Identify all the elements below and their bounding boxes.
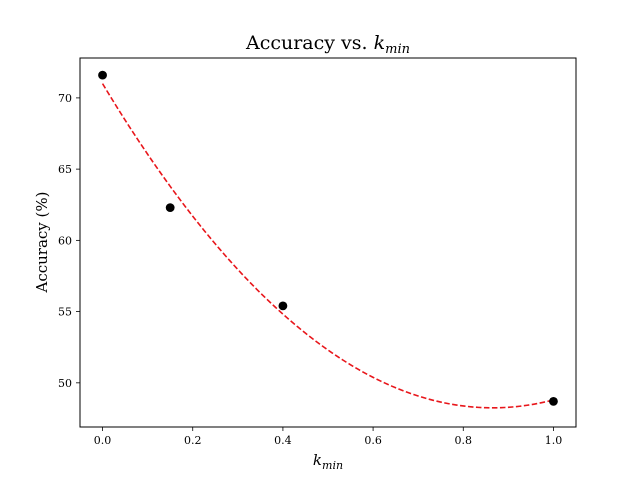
y-tick-label: 60 bbox=[58, 234, 72, 247]
data-point bbox=[278, 301, 288, 311]
data-point bbox=[165, 203, 175, 212]
x-axis-label: kmin bbox=[313, 451, 343, 472]
fit-curve bbox=[101, 83, 554, 409]
plot-frame bbox=[79, 57, 577, 428]
x-tick-label: 0.6 bbox=[364, 434, 382, 447]
x-tick-label: 0.2 bbox=[184, 434, 202, 447]
plot-area bbox=[98, 70, 558, 409]
y-tick-label: 55 bbox=[58, 306, 72, 319]
data-point bbox=[549, 396, 558, 406]
x-tick-label: 0.0 bbox=[94, 434, 112, 447]
y-tick-label: 50 bbox=[58, 377, 72, 390]
x-tick-label: 0.8 bbox=[455, 434, 473, 447]
chart-title: Accuracy vs. kmin bbox=[245, 32, 410, 57]
axis-ticks: 0.0 0.2 0.4 0.6 0.8 1.0 50 55 60 65 70 bbox=[58, 92, 562, 447]
data-point bbox=[98, 70, 107, 80]
x-tick-label: 0.4 bbox=[274, 434, 292, 447]
x-tick-label: 1.0 bbox=[545, 434, 563, 447]
y-tick-label: 70 bbox=[58, 92, 72, 105]
y-tick-label: 65 bbox=[58, 163, 72, 176]
y-axis-label: Accuracy (%) bbox=[33, 191, 51, 293]
